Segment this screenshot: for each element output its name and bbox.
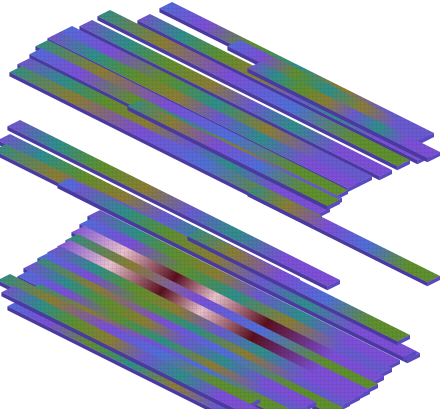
bottom-strip-15-mesh: [1, 286, 260, 409]
top-strip-11-mesh: [227, 40, 430, 142]
top-strip-12-edge: [247, 68, 428, 163]
bottom-strip-14-mesh: [0, 274, 260, 406]
top-strip-5-mesh: [59, 26, 373, 183]
bottom-strip-9-end: [303, 402, 316, 409]
top-strip-4-edge: [79, 26, 380, 181]
bottom-strip-7-mesh: [37, 252, 351, 409]
bottom-strip-16-edge: [187, 236, 398, 346]
bottom-strip-13-edge: [7, 306, 213, 409]
top-strip-13-end: [327, 200, 340, 211]
bottom-strip-5-end: [357, 390, 370, 401]
bottom-strip-10-mesh: [17, 270, 308, 409]
middle-strip-5-mesh: [247, 186, 440, 283]
bottom-strip-16-end: [397, 335, 410, 346]
middle-strip-5-end: [427, 276, 440, 287]
bottom-strip-15-edge: [1, 292, 235, 409]
bottom-strip-4-mesh: [65, 234, 379, 391]
bottom-strip-1-mesh: [87, 210, 401, 367]
top-strip-14-mesh: [7, 120, 341, 287]
top-strip-4-mesh: [79, 20, 393, 177]
top-strip-5-end: [359, 176, 372, 187]
bottom-strip-2-mesh: [79, 218, 393, 375]
top-strip-13-mesh: [127, 100, 341, 207]
top-strip-14-end: [327, 280, 340, 291]
top-strip-13-edge: [127, 106, 328, 211]
middle-strip-4-edge: [73, 192, 404, 362]
top-strip-12-mesh: [247, 62, 440, 159]
bottom-strip-8-mesh: [31, 258, 344, 409]
middle-strip-4-end: [403, 351, 416, 362]
top-strip-14-edge: [7, 126, 328, 291]
middle-strip-5-edge: [247, 192, 428, 287]
top-strip-4-end: [379, 170, 392, 181]
top-strip-3-end: [397, 160, 410, 171]
top-strip-12-end: [427, 152, 440, 163]
bottom-strip-3-mesh: [71, 226, 385, 383]
top-strip-6-end: [347, 182, 360, 193]
top-strip-7-mesh: [35, 40, 349, 197]
bottom-strip-9-mesh: [23, 262, 317, 409]
top-strip-9-mesh: [17, 58, 331, 215]
top-strip-3-edge: [97, 16, 398, 171]
bottom-strip-6-mesh: [47, 246, 361, 403]
middle-strip-3-end: [407, 353, 420, 364]
bottom-strip-16-mesh: [187, 230, 410, 342]
bottom-strip-5-mesh: [57, 240, 371, 397]
top-strip-6-mesh: [47, 32, 361, 189]
top-strip-2-edge: [137, 20, 418, 165]
middle-strip-4-mesh: [73, 186, 417, 358]
top-strip-3-mesh: [97, 10, 411, 167]
top-strip-10-mesh: [9, 66, 323, 223]
bottom-strip-6-end: [347, 396, 360, 407]
bottom-strip-11-mesh: [27, 284, 290, 409]
top-strip-10-edge: [9, 72, 310, 227]
